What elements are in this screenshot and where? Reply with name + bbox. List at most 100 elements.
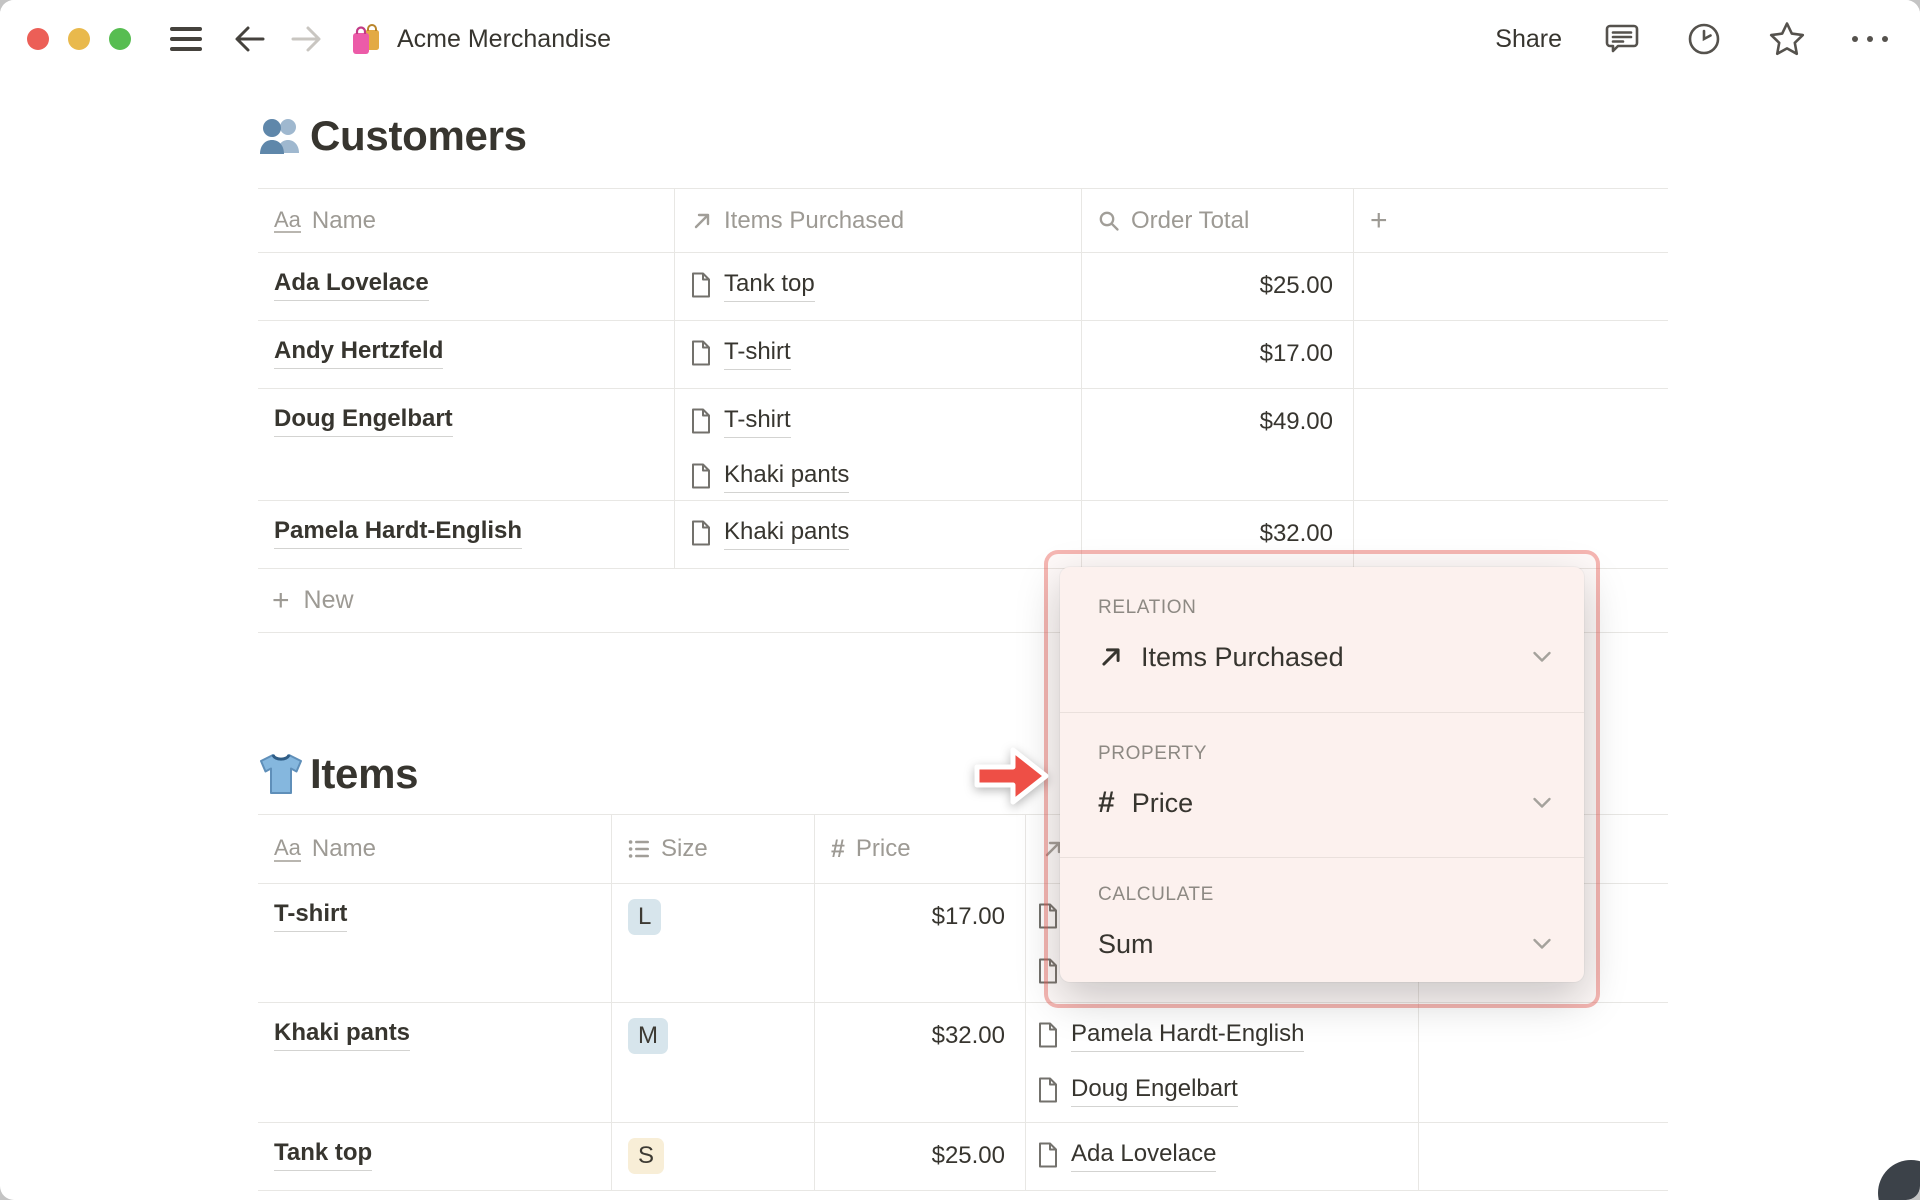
- cell-item-name[interactable]: T-shirt: [258, 884, 612, 1002]
- relation-chip[interactable]: [1038, 899, 1402, 933]
- relation-chip[interactable]: [1038, 954, 1402, 988]
- customers-column-items-purchased[interactable]: Items Purchased: [675, 189, 1082, 252]
- relation-chip[interactable]: T-shirt: [691, 404, 1065, 438]
- sidebar-menu-button[interactable]: [165, 22, 207, 56]
- favorite-button[interactable]: [1764, 17, 1810, 61]
- section-label: PROPERTY: [1098, 743, 1207, 764]
- window-controls: [27, 28, 131, 50]
- cell-order-total[interactable]: $25.00: [1082, 253, 1354, 320]
- size-tag[interactable]: S: [628, 1138, 665, 1174]
- document-icon: [1039, 1077, 1057, 1103]
- items-section-title: Items: [256, 750, 419, 798]
- number-icon: #: [1098, 786, 1115, 819]
- cell-order-total[interactable]: $49.00: [1082, 389, 1354, 500]
- comments-button[interactable]: [1600, 17, 1644, 61]
- plus-icon: +: [1370, 203, 1388, 237]
- zoom-window-button[interactable]: [109, 28, 131, 50]
- relation-chip[interactable]: Tank top: [691, 268, 1065, 302]
- customers-column-order-total[interactable]: Order Total: [1082, 189, 1354, 252]
- more-options-button[interactable]: [1848, 32, 1892, 46]
- star-icon: [1769, 22, 1805, 56]
- cell-items-purchased[interactable]: Khaki pants: [675, 501, 1082, 568]
- topbar: Acme Merchandise Share: [0, 0, 1920, 78]
- cell-order-total[interactable]: $32.00: [1082, 501, 1354, 568]
- document-icon: [1039, 1142, 1057, 1168]
- cell-items-purchased[interactable]: T-shirt Khaki pants: [675, 389, 1082, 500]
- customers-column-name[interactable]: Aa Name: [258, 189, 675, 252]
- cell-size[interactable]: S: [612, 1123, 815, 1190]
- document-icon: [692, 340, 710, 366]
- relation-chip[interactable]: Pamela Hardt-English: [1038, 1018, 1402, 1052]
- customers-section-title: Customers: [256, 112, 527, 160]
- relation-chip[interactable]: Khaki pants: [691, 516, 1065, 550]
- cell-items-purchased[interactable]: Tank top: [675, 253, 1082, 320]
- relation-chip[interactable]: Khaki pants: [691, 459, 1065, 493]
- cell-customer-name[interactable]: Pamela Hardt-English: [258, 501, 675, 568]
- cell-customer-name[interactable]: Doug Engelbart: [258, 389, 675, 500]
- cell-price[interactable]: $32.00: [815, 1003, 1026, 1122]
- cell-price[interactable]: $17.00: [815, 884, 1026, 1002]
- customers-header-row: Aa Name Items Purchased Order Total +: [258, 189, 1668, 253]
- breadcrumb[interactable]: Acme Merchandise: [349, 21, 611, 57]
- document-icon: [1039, 1022, 1057, 1048]
- property-select[interactable]: # Price: [1098, 783, 1551, 823]
- table-row: Khaki pants M $32.00 Pamela Hardt-Englis…: [258, 1003, 1668, 1123]
- share-button[interactable]: Share: [1495, 24, 1562, 53]
- cell-size[interactable]: L: [612, 884, 815, 1002]
- arrow-left-icon: [235, 26, 265, 52]
- cell-item-name[interactable]: Khaki pants: [258, 1003, 612, 1122]
- cell-customer-name[interactable]: Andy Hertzfeld: [258, 321, 675, 388]
- tshirt-icon: [260, 754, 302, 794]
- help-button[interactable]: [1878, 1160, 1920, 1200]
- cell-order-total[interactable]: $17.00: [1082, 321, 1354, 388]
- calculate-select[interactable]: Sum: [1098, 924, 1551, 964]
- back-button[interactable]: [229, 20, 271, 58]
- cell-purchased-by[interactable]: Pamela Hardt-English Doug Engelbart: [1026, 1003, 1419, 1122]
- size-tag[interactable]: L: [628, 899, 662, 935]
- relation-chip[interactable]: T-shirt: [691, 336, 1065, 370]
- items-table: Aa Name Size # Price T-shirt: [258, 814, 1668, 1191]
- items-column-name[interactable]: Aa Name: [258, 815, 612, 883]
- cell-price[interactable]: $25.00: [815, 1123, 1026, 1190]
- forward-button[interactable]: [285, 20, 327, 58]
- cell-items-purchased[interactable]: T-shirt: [675, 321, 1082, 388]
- number-icon: #: [831, 834, 845, 863]
- items-column-size[interactable]: Size: [612, 815, 815, 883]
- customers-add-property-button[interactable]: +: [1354, 189, 1668, 252]
- cell-empty: [1419, 1123, 1668, 1190]
- history-button[interactable]: [1682, 17, 1726, 61]
- table-row: Ada Lovelace Tank top $25.00: [258, 253, 1668, 321]
- cell-item-name[interactable]: Tank top: [258, 1123, 612, 1190]
- table-row: Pamela Hardt-English Khaki pants $32.00: [258, 501, 1668, 569]
- customers-table: Aa Name Items Purchased Order Total + Ad…: [258, 188, 1668, 633]
- relation-chip[interactable]: Doug Engelbart: [1038, 1073, 1402, 1107]
- table-row: Andy Hertzfeld T-shirt $17.00: [258, 321, 1668, 389]
- hamburger-icon: [170, 27, 202, 51]
- document-icon: [1039, 903, 1057, 929]
- shopping-bags-icon: [353, 24, 379, 54]
- document-icon: [692, 408, 710, 434]
- section-label: CALCULATE: [1098, 884, 1214, 905]
- cell-customer-name[interactable]: Ada Lovelace: [258, 253, 675, 320]
- popup-section-calculate: CALCULATE Sum: [1060, 857, 1584, 982]
- cell-empty: [1354, 389, 1668, 500]
- relation-chip[interactable]: Ada Lovelace: [1038, 1138, 1402, 1172]
- red-arrow-annotation: [974, 747, 1049, 805]
- cell-empty: [1354, 501, 1668, 568]
- cell-size[interactable]: M: [612, 1003, 815, 1122]
- arrow-up-right-icon: [694, 213, 710, 228]
- customers-title-text: Customers: [310, 112, 527, 159]
- chevron-down-icon: [1533, 797, 1551, 808]
- arrow-up-right-icon: [1045, 841, 1061, 857]
- close-window-button[interactable]: [27, 28, 49, 50]
- document-icon: [692, 272, 710, 298]
- cell-empty: [1354, 321, 1668, 388]
- minimize-window-button[interactable]: [68, 28, 90, 50]
- new-row-button[interactable]: + New: [258, 569, 1668, 633]
- items-column-price[interactable]: # Price: [815, 815, 1026, 883]
- cell-purchased-by[interactable]: Ada Lovelace: [1026, 1123, 1419, 1190]
- size-tag[interactable]: M: [628, 1018, 668, 1054]
- relation-select[interactable]: Items Purchased: [1098, 637, 1551, 677]
- section-label: RELATION: [1098, 597, 1197, 618]
